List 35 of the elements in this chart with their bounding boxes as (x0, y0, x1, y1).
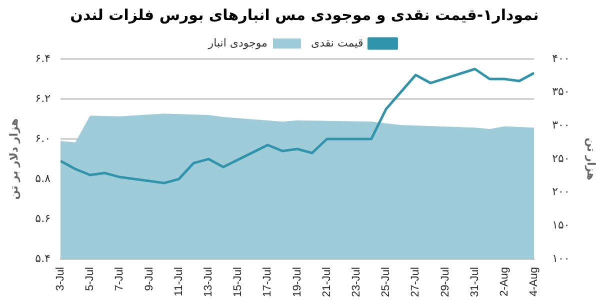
y-tick-label: ۶.۰ (35, 132, 51, 145)
x-tick-label: 19-Jul (291, 267, 304, 298)
y2-tick-label: ۳۰۰ (552, 118, 570, 132)
y2-axis-title: هزار تن (584, 138, 598, 180)
x-tick-label: 9-Jul (143, 267, 156, 291)
x-tick-label: 13-Jul (202, 267, 215, 298)
y-tick-label: ۶.۲ (35, 92, 51, 105)
legend-label: موجودی انبار (207, 36, 268, 50)
x-tick-label: 21-Jul (320, 267, 333, 298)
y2-tick-label: ۲۰۰ (552, 185, 570, 198)
x-tick-label: 11-Jul (172, 267, 185, 296)
legend-label: قیمت نقدی (310, 36, 364, 50)
x-tick-label: 27-Jul (410, 267, 422, 298)
y2-tick-label: ۱۵۰ (552, 218, 570, 232)
chart-title: نمودار۱-قیمت نقدی و موجودی مس انبارهای بورس فلزات لندن (69, 6, 540, 26)
x-tick-label: 2-Aug (498, 267, 511, 296)
x-tick-label: 4-Aug (528, 267, 540, 296)
y-tick-label: ۶.۴ (35, 52, 51, 65)
x-tick-label: 29-Jul (439, 267, 452, 298)
y2-tick-label: ۴۰۰ (552, 52, 570, 65)
x-tick-label: 17-Jul (262, 267, 274, 298)
x-tick-label: 25-Jul (380, 267, 392, 298)
x-tick-label: 7-Jul (114, 267, 126, 291)
y-axis-title: هزار دلار بر تن (7, 118, 20, 200)
x-tick-label: 15-Jul (232, 267, 244, 298)
x-tick-label: 31-Jul (468, 267, 481, 298)
y-tick-label: ۵.۸ (35, 172, 51, 185)
y-tick-label: ۵.۴ (35, 252, 51, 265)
x-tick-label: 5-Jul (84, 267, 96, 291)
y2-tick-label: ۳۵۰ (552, 85, 570, 98)
x-tick-label: 3-Jul (54, 267, 67, 291)
y2-tick-label: ۱۰۰ (552, 252, 570, 265)
y2-tick-label: ۲۵۰ (552, 152, 570, 165)
x-tick-label: 23-Jul (350, 267, 363, 298)
y-tick-label: ۵.۶ (35, 212, 51, 225)
